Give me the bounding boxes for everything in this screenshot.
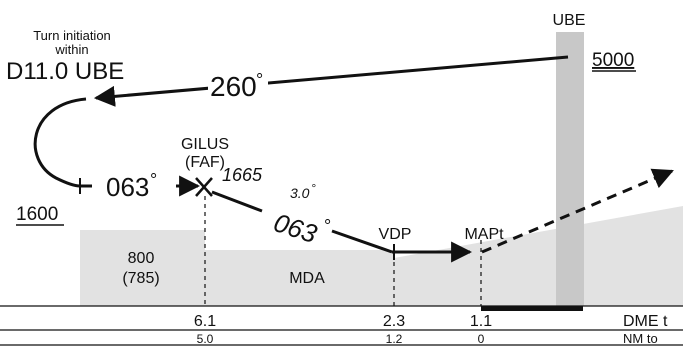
station-label: UBE [553,12,586,29]
runway-bar [481,306,583,311]
inbound-course-text: 063 [106,172,149,202]
ube-station-bar [556,32,584,306]
glide-angle-degree: ° [311,181,316,195]
terrain-shading [80,206,683,306]
nm-row-label: NM to [623,331,658,346]
mapt-label: MAPt [464,226,504,243]
dme-row-label: DME t [623,313,668,330]
procedure-turn-arc [33,97,87,188]
final-descent-2 [331,229,393,254]
nm-value-vdp: 1.2 [386,332,403,346]
final-course-text: 063 [270,207,321,249]
outbound-degree: ° [256,70,263,90]
faf-cross-icon [195,177,213,197]
faf-name: GILUS [181,136,229,153]
nm-value-mapt: 0 [478,332,485,346]
turn-note-line2: within [54,42,88,57]
faf-tag: (FAF) [185,154,225,171]
final-descent-1 [211,190,263,213]
nm-value-faf: 5.0 [197,332,214,346]
missed-approach-track [481,168,674,254]
turn-note-line3: D11.0 UBE [6,58,124,85]
procedure-turn-altitude: 1600 [16,204,58,225]
dme-value-faf: 6.1 [194,313,216,330]
turn-note-line1: Turn initiation [33,28,111,43]
dme-value-vdp: 2.3 [383,313,405,330]
glide-angle: 3.0 [290,185,310,201]
dme-value-mapt: 1.1 [470,313,492,330]
mda-label: MDA [289,270,325,287]
station-altitude: 5000 [592,50,634,71]
minima-altitude: 800 [128,250,155,267]
faf-altitude: 1665 [222,165,263,185]
outbound-course-text: 260 [210,71,257,102]
inbound-degree: ° [150,170,157,190]
minima-height: (785) [122,270,159,287]
final-degree: ° [324,216,331,236]
vdp-label: VDP [379,226,412,243]
outbound-course-label: 260 ° [208,70,268,102]
outbound-track [93,55,569,107]
